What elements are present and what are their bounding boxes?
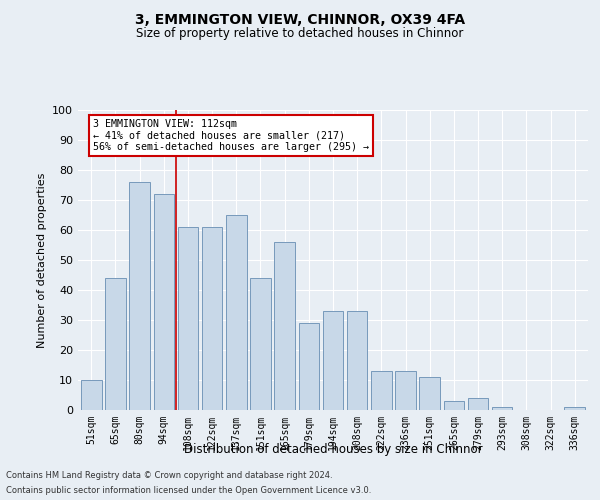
Bar (443, 401, 464, 410)
Bar (323, 311, 343, 410)
Text: 3 EMMINGTON VIEW: 112sqm
← 41% of detached houses are smaller (217)
56% of semi-: 3 EMMINGTON VIEW: 112sqm ← 41% of detach… (94, 119, 370, 152)
Bar (419, 377, 440, 410)
Bar (371, 371, 392, 410)
Bar (81, 380, 101, 410)
Bar (274, 242, 295, 410)
Bar (105, 278, 126, 410)
Text: Size of property relative to detached houses in Chinnor: Size of property relative to detached ho… (136, 28, 464, 40)
Bar (347, 311, 367, 410)
Bar (299, 323, 319, 410)
Bar (565, 407, 585, 410)
Bar (226, 215, 247, 410)
Bar (178, 227, 198, 410)
Text: Distribution of detached houses by size in Chinnor: Distribution of detached houses by size … (184, 442, 482, 456)
Y-axis label: Number of detached properties: Number of detached properties (37, 172, 47, 348)
Bar (154, 194, 174, 410)
Bar (202, 227, 223, 410)
Bar (468, 398, 488, 410)
Bar (492, 407, 512, 410)
Bar (130, 182, 150, 410)
Text: Contains public sector information licensed under the Open Government Licence v3: Contains public sector information licen… (6, 486, 371, 495)
Text: Contains HM Land Registry data © Crown copyright and database right 2024.: Contains HM Land Registry data © Crown c… (6, 471, 332, 480)
Text: 3, EMMINGTON VIEW, CHINNOR, OX39 4FA: 3, EMMINGTON VIEW, CHINNOR, OX39 4FA (135, 12, 465, 26)
Bar (250, 278, 271, 410)
Bar (395, 371, 416, 410)
